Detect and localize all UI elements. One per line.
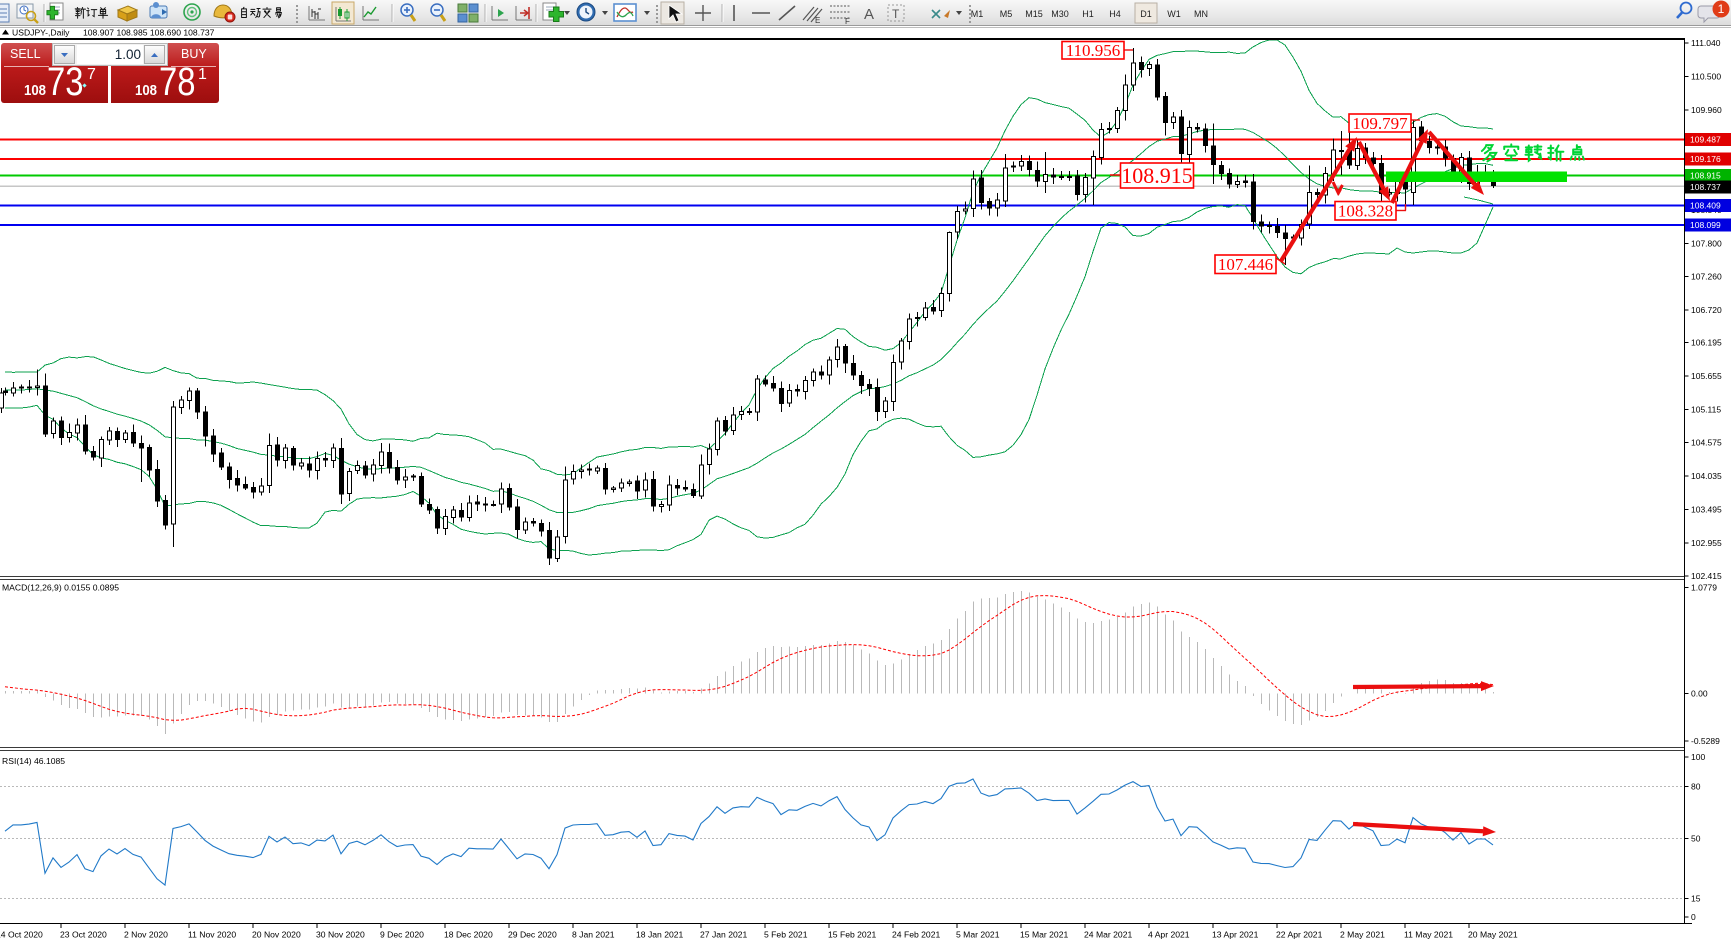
svg-text:109.176: 109.176 xyxy=(1690,154,1721,164)
svg-text:27 Jan 2021: 27 Jan 2021 xyxy=(700,930,748,940)
svg-text:107.260: 107.260 xyxy=(1691,272,1722,282)
svg-text:H1: H1 xyxy=(1082,9,1094,19)
svg-text:15 Feb 2021: 15 Feb 2021 xyxy=(828,930,876,940)
svg-text:111.040: 111.040 xyxy=(1691,38,1721,48)
svg-text:108.099: 108.099 xyxy=(1690,220,1721,230)
svg-text:50: 50 xyxy=(1691,834,1701,844)
svg-text:E: E xyxy=(815,16,820,25)
svg-text:M5: M5 xyxy=(1000,9,1013,19)
svg-text:30 Nov 2020: 30 Nov 2020 xyxy=(316,930,365,940)
svg-text:107.446: 107.446 xyxy=(1218,255,1273,274)
svg-text:102.415: 102.415 xyxy=(1691,571,1722,581)
svg-text:F: F xyxy=(845,17,850,26)
svg-text:18 Dec 2020: 18 Dec 2020 xyxy=(444,930,493,940)
svg-text:14 Oct 2020: 14 Oct 2020 xyxy=(0,930,43,940)
svg-text:USDJPY-,Daily: USDJPY-,Daily xyxy=(12,28,70,38)
svg-text:0.00: 0.00 xyxy=(1691,689,1708,699)
svg-text:100: 100 xyxy=(1691,752,1705,762)
svg-text:108.737: 108.737 xyxy=(1690,182,1721,192)
svg-text:108.915: 108.915 xyxy=(1690,170,1721,180)
svg-text:11 May 2021: 11 May 2021 xyxy=(1404,930,1453,940)
svg-text:RSI(14) 46.1085: RSI(14) 46.1085 xyxy=(2,756,65,766)
svg-text:20 Nov 2020: 20 Nov 2020 xyxy=(252,930,301,940)
svg-text:105.655: 105.655 xyxy=(1691,371,1722,381)
svg-text:H4: H4 xyxy=(1109,9,1121,19)
svg-text:5 Feb 2021: 5 Feb 2021 xyxy=(764,930,808,940)
svg-text:15: 15 xyxy=(1691,894,1701,904)
svg-text:4 Apr 2021: 4 Apr 2021 xyxy=(1148,930,1190,940)
svg-text:109.487: 109.487 xyxy=(1690,135,1721,145)
svg-text:15 Mar 2021: 15 Mar 2021 xyxy=(1020,930,1068,940)
svg-text:29 Dec 2020: 29 Dec 2020 xyxy=(508,930,557,940)
svg-text:0: 0 xyxy=(1691,912,1696,922)
svg-text:108.409: 108.409 xyxy=(1690,201,1721,211)
svg-text:2 Nov 2020: 2 Nov 2020 xyxy=(124,930,168,940)
svg-text:22 Apr 2021: 22 Apr 2021 xyxy=(1276,930,1323,940)
svg-text:80: 80 xyxy=(1691,782,1701,792)
svg-text:110.956: 110.956 xyxy=(1066,41,1121,60)
svg-text:M1: M1 xyxy=(971,9,984,19)
svg-text:1: 1 xyxy=(1718,2,1725,16)
svg-text:104.035: 104.035 xyxy=(1691,471,1722,481)
svg-text:MN: MN xyxy=(1194,9,1208,19)
svg-text:T: T xyxy=(892,7,900,21)
svg-text:106.195: 106.195 xyxy=(1691,338,1722,348)
svg-text:109.960: 109.960 xyxy=(1691,105,1722,115)
svg-text:102.955: 102.955 xyxy=(1691,538,1722,548)
svg-text:110.500: 110.500 xyxy=(1691,71,1721,81)
svg-text:108.915: 108.915 xyxy=(1121,163,1193,188)
svg-text:103.495: 103.495 xyxy=(1691,504,1722,514)
svg-text:8 Jan 2021: 8 Jan 2021 xyxy=(572,930,615,940)
svg-text:105.115: 105.115 xyxy=(1691,404,1721,414)
svg-text:107.800: 107.800 xyxy=(1691,238,1722,248)
svg-text:M15: M15 xyxy=(1025,9,1043,19)
svg-text:D1: D1 xyxy=(1140,9,1152,19)
svg-text:108.328: 108.328 xyxy=(1338,202,1393,221)
svg-text:M30: M30 xyxy=(1051,9,1069,19)
svg-text:20 May 2021: 20 May 2021 xyxy=(1468,930,1518,940)
svg-text:106.720: 106.720 xyxy=(1691,305,1722,315)
svg-text:W1: W1 xyxy=(1167,9,1181,19)
svg-text:23 Oct 2020: 23 Oct 2020 xyxy=(60,930,107,940)
svg-text:24 Feb 2021: 24 Feb 2021 xyxy=(892,930,940,940)
svg-text:A: A xyxy=(864,6,874,23)
svg-text:2 May 2021: 2 May 2021 xyxy=(1340,930,1385,940)
svg-text:-0.5289: -0.5289 xyxy=(1691,736,1720,746)
svg-text:104.575: 104.575 xyxy=(1691,438,1722,448)
svg-text:13 Apr 2021: 13 Apr 2021 xyxy=(1212,930,1259,940)
svg-text:9 Dec 2020: 9 Dec 2020 xyxy=(380,930,424,940)
svg-text:MACD(12,26,9) 0.0155 0.0895: MACD(12,26,9) 0.0155 0.0895 xyxy=(2,583,119,593)
svg-text:24 Mar 2021: 24 Mar 2021 xyxy=(1084,930,1132,940)
svg-text:18 Jan 2021: 18 Jan 2021 xyxy=(636,930,684,940)
svg-text:11 Nov 2020: 11 Nov 2020 xyxy=(188,930,236,940)
svg-text:5 Mar 2021: 5 Mar 2021 xyxy=(956,930,1000,940)
svg-text:109.797: 109.797 xyxy=(1352,114,1408,133)
svg-text:1.0779: 1.0779 xyxy=(1691,583,1717,593)
svg-text:108.907 108.985 108.690 108.73: 108.907 108.985 108.690 108.737 xyxy=(83,28,215,38)
